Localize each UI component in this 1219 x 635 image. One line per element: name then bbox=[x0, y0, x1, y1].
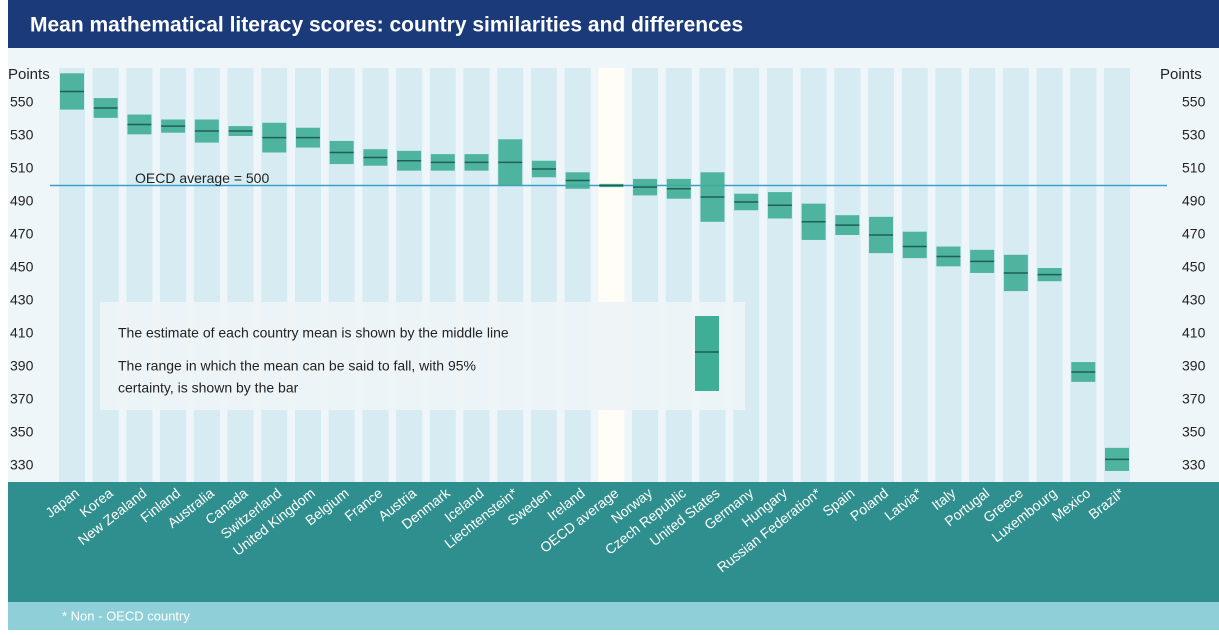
column-stripe bbox=[564, 68, 591, 482]
y-tick-label-right: 550 bbox=[1182, 94, 1206, 110]
footnote: * Non - OECD country bbox=[62, 608, 190, 623]
column-stripe bbox=[160, 68, 187, 482]
legend-sample-bar bbox=[695, 316, 719, 391]
chart-title: Mean mathematical literacy scores: count… bbox=[30, 14, 743, 37]
y-tick-label: 430 bbox=[10, 292, 34, 308]
legend-text: The range in which the mean can be said … bbox=[118, 358, 476, 374]
column-stripe bbox=[59, 68, 85, 482]
column-stripe bbox=[429, 68, 456, 482]
column-stripe bbox=[733, 68, 760, 482]
column-stripe bbox=[665, 68, 692, 482]
y-tick-label-right: 530 bbox=[1182, 127, 1206, 143]
annotation: OECD average = 500 bbox=[135, 170, 269, 186]
legend-text: The estimate of each country mean is sho… bbox=[118, 325, 509, 341]
y-tick-label: 530 bbox=[10, 127, 34, 143]
column-stripe bbox=[463, 68, 490, 482]
y-tick-label-right: 470 bbox=[1182, 226, 1206, 242]
column-stripe bbox=[227, 68, 254, 482]
column-stripe bbox=[1070, 68, 1097, 482]
column-stripe bbox=[396, 68, 423, 482]
y-tick-label: 350 bbox=[10, 424, 34, 440]
legend-box bbox=[100, 302, 745, 410]
y-tick-label: 450 bbox=[10, 259, 34, 275]
column-stripe bbox=[935, 68, 962, 482]
y-tick-label-right: 450 bbox=[1182, 259, 1206, 275]
y-tick-label-right: 350 bbox=[1182, 424, 1206, 440]
column-stripe bbox=[800, 68, 827, 482]
footnote-band bbox=[8, 602, 1219, 630]
column-stripe bbox=[969, 68, 996, 482]
y-tick-label: 490 bbox=[10, 193, 34, 209]
highlight-column bbox=[598, 68, 625, 482]
y-tick-label-right: 430 bbox=[1182, 292, 1206, 308]
y-tick-label: 510 bbox=[10, 160, 34, 176]
title-bar bbox=[8, 0, 1219, 48]
column-stripe bbox=[92, 68, 119, 482]
y-axis-label-right: Points bbox=[1160, 66, 1202, 83]
y-tick-label: 550 bbox=[10, 94, 34, 110]
y-tick-label-right: 390 bbox=[1182, 358, 1206, 374]
y-tick-label-right: 330 bbox=[1182, 457, 1206, 473]
column-stripe bbox=[362, 68, 389, 482]
column-stripe bbox=[868, 68, 895, 482]
y-tick-label-right: 410 bbox=[1182, 325, 1206, 341]
y-tick-label: 470 bbox=[10, 226, 34, 242]
column-stripe bbox=[632, 68, 659, 482]
column-stripe bbox=[497, 68, 524, 482]
y-tick-label: 410 bbox=[10, 325, 34, 341]
column-stripe bbox=[328, 68, 355, 482]
range-bar bbox=[902, 231, 927, 259]
y-axis-label: Points bbox=[8, 66, 50, 83]
column-stripe bbox=[834, 68, 861, 482]
legend-text: certainty, is shown by the bar bbox=[118, 380, 299, 396]
column-stripe bbox=[126, 68, 153, 482]
y-tick-label-right: 490 bbox=[1182, 193, 1206, 209]
label-band bbox=[8, 482, 1219, 602]
column-stripe bbox=[530, 68, 557, 482]
column-stripe bbox=[901, 68, 928, 482]
column-stripe bbox=[766, 68, 793, 482]
y-tick-label-right: 370 bbox=[1182, 391, 1206, 407]
y-tick-label-right: 510 bbox=[1182, 160, 1206, 176]
column-stripe bbox=[1104, 68, 1130, 482]
y-tick-label: 390 bbox=[10, 358, 34, 374]
y-tick-label: 330 bbox=[10, 457, 34, 473]
y-tick-label: 370 bbox=[10, 391, 34, 407]
column-stripe bbox=[699, 68, 726, 482]
